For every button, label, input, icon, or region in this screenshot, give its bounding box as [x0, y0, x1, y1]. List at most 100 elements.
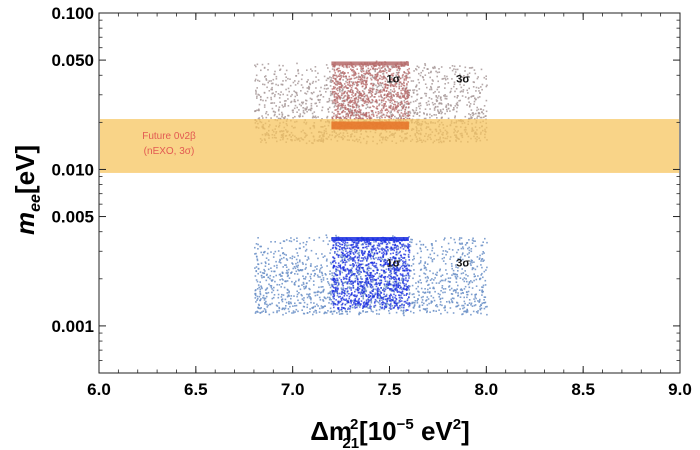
point	[346, 282, 349, 285]
point	[382, 65, 384, 67]
point	[340, 293, 343, 295]
point	[342, 66, 345, 68]
point	[473, 113, 475, 115]
point	[478, 112, 481, 115]
point	[374, 273, 377, 275]
point	[368, 240, 370, 243]
point	[295, 304, 298, 307]
point	[295, 91, 298, 94]
point	[394, 65, 396, 67]
point	[285, 88, 287, 91]
point	[338, 83, 340, 85]
point	[459, 296, 462, 298]
point	[387, 250, 389, 252]
point	[262, 251, 265, 254]
point	[393, 94, 395, 97]
point	[373, 295, 375, 298]
point	[255, 270, 258, 273]
point	[355, 304, 357, 306]
series-lower-1sigma	[331, 236, 411, 311]
point	[404, 91, 406, 93]
point	[383, 98, 385, 100]
point	[337, 279, 339, 281]
point	[389, 267, 392, 269]
point	[402, 267, 404, 270]
point	[404, 72, 406, 74]
point	[347, 286, 349, 289]
point	[405, 79, 407, 81]
point	[397, 246, 399, 248]
point	[381, 82, 384, 84]
point	[361, 105, 364, 107]
point	[315, 76, 317, 78]
point	[359, 115, 361, 118]
point	[302, 299, 305, 302]
point	[255, 255, 258, 258]
point	[345, 106, 347, 109]
point	[418, 291, 420, 293]
point	[381, 78, 383, 81]
point	[265, 78, 267, 80]
point	[403, 253, 405, 256]
point	[286, 275, 289, 278]
point	[270, 267, 272, 269]
point	[352, 83, 354, 85]
point	[352, 246, 355, 248]
point	[396, 267, 399, 269]
point	[337, 256, 340, 258]
point	[362, 310, 364, 313]
point	[361, 263, 364, 265]
point	[382, 276, 385, 278]
point	[359, 266, 362, 268]
point	[468, 256, 470, 258]
point	[334, 290, 336, 293]
point	[348, 254, 351, 257]
point	[343, 295, 346, 297]
point	[255, 89, 257, 92]
point	[384, 258, 386, 261]
point	[406, 293, 408, 295]
point	[426, 68, 429, 70]
point	[386, 87, 389, 90]
point	[386, 109, 389, 111]
point	[407, 90, 409, 92]
point	[275, 105, 277, 107]
point	[345, 115, 347, 117]
point	[452, 269, 455, 272]
point	[285, 258, 288, 260]
point	[344, 268, 347, 271]
point	[468, 239, 470, 241]
point	[317, 79, 320, 81]
point	[343, 83, 346, 85]
point	[400, 116, 402, 118]
point	[290, 272, 292, 274]
point	[338, 270, 341, 272]
point	[408, 114, 410, 116]
point	[257, 263, 259, 265]
point	[297, 299, 299, 302]
point	[462, 90, 464, 93]
point	[362, 305, 364, 307]
point	[444, 305, 446, 307]
point	[380, 115, 382, 118]
point	[375, 265, 377, 267]
point	[360, 281, 362, 284]
point	[338, 81, 340, 84]
point	[349, 99, 352, 101]
point	[351, 100, 353, 102]
point	[327, 111, 330, 113]
point	[358, 269, 360, 271]
point	[356, 88, 358, 90]
point	[333, 257, 336, 260]
point	[395, 280, 398, 283]
point	[378, 301, 380, 304]
point	[361, 286, 364, 288]
point	[479, 116, 482, 119]
point	[394, 80, 397, 83]
point	[376, 86, 379, 88]
point	[485, 85, 488, 88]
point	[381, 114, 383, 117]
series-top-edge	[331, 61, 409, 66]
point	[407, 73, 409, 75]
point	[450, 87, 453, 90]
